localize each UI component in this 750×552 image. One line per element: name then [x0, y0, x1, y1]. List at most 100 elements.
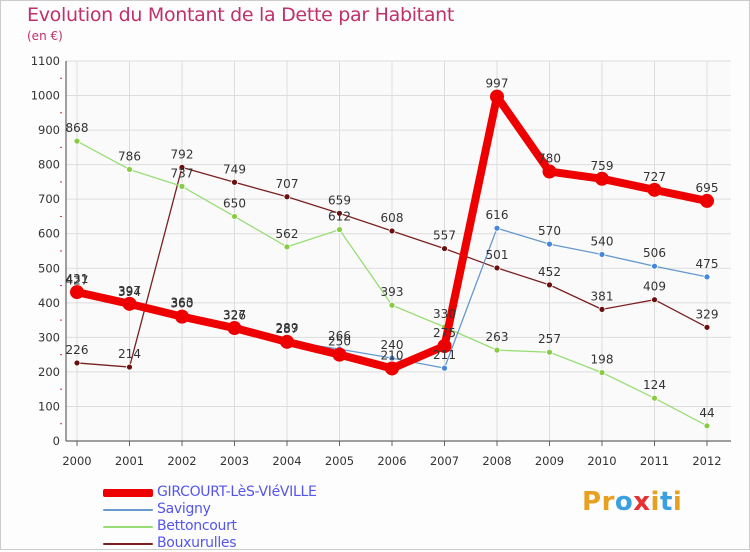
data-label-savigny: 326 — [223, 308, 246, 322]
x-tick-label: 2010 — [587, 454, 616, 468]
y-tick-label: 1000 — [31, 89, 60, 103]
x-tick-label: 2006 — [377, 454, 406, 468]
x-tick-label: 2012 — [692, 454, 721, 468]
data-point-savigny — [598, 251, 606, 258]
data-point-gircourt-l-s-vi-ville — [280, 334, 294, 349]
data-point-bouxurulles — [598, 305, 606, 313]
data-point-savigny — [651, 262, 658, 270]
data-label-savigny: 506 — [643, 246, 666, 260]
data-point-bettoncourt — [73, 137, 81, 145]
data-label-gircourt-l-s-vi-ville: 727 — [643, 170, 666, 184]
data-point-savigny — [493, 224, 501, 232]
legend-label: Savigny — [157, 501, 211, 517]
data-label-bettoncourt: 650 — [223, 196, 246, 210]
x-tick-label: 2005 — [325, 454, 354, 468]
data-label-gircourt-l-s-vi-ville: 997 — [486, 77, 509, 91]
x-tick-label: 2007 — [430, 454, 459, 468]
y-tick-label: 600 — [38, 227, 60, 241]
data-label-bouxurulles: 381 — [591, 289, 614, 303]
data-label-bettoncourt: 124 — [643, 378, 666, 392]
data-point-bouxurulles — [73, 359, 81, 367]
x-tick-label: 2001 — [115, 454, 144, 468]
data-label-bouxurulles: 749 — [223, 162, 246, 176]
logo-letter: i — [672, 487, 683, 517]
data-point-gircourt-l-s-vi-ville — [385, 361, 399, 376]
data-point-bouxurulles — [546, 281, 553, 289]
data-label-bouxurulles: 608 — [381, 211, 404, 225]
data-label-bettoncourt: 786 — [118, 149, 141, 163]
data-point-gircourt-l-s-vi-ville — [647, 182, 662, 197]
logo-letter: i — [650, 487, 660, 517]
legend-swatch — [103, 543, 153, 545]
data-label-gircourt-l-s-vi-ville: 287 — [276, 322, 299, 336]
data-label-savigny: 266 — [328, 329, 351, 343]
chart-title: Evolution du Montant de la Dette par Hab… — [27, 4, 455, 26]
x-tick-label: 2000 — [62, 454, 91, 468]
logo-letter: r — [601, 487, 615, 517]
data-label-savigny: 616 — [486, 208, 509, 222]
data-point-bouxurulles — [388, 227, 396, 235]
data-point-bettoncourt — [703, 422, 711, 430]
proxiti-logo: Proxiti — [582, 487, 682, 517]
data-label-bettoncourt: 330 — [433, 307, 456, 321]
data-label-gircourt-l-s-vi-ville: 431 — [66, 272, 89, 286]
legend-label: GIRCOURT-LèS-VIéVILLE — [157, 484, 317, 500]
data-label-bettoncourt: 868 — [66, 121, 89, 135]
data-label-gircourt-l-s-vi-ville: 780 — [538, 152, 561, 166]
data-label-gircourt-l-s-vi-ville: 695 — [696, 181, 719, 195]
legend-label: Bettoncourt — [157, 518, 237, 534]
data-label-bettoncourt: 263 — [486, 330, 509, 344]
logo-letter: x — [633, 487, 651, 517]
data-label-bouxurulles: 329 — [696, 307, 719, 321]
data-label-gircourt-l-s-vi-ville: 210 — [381, 348, 404, 362]
data-label-bettoncourt: 44 — [699, 406, 714, 420]
logo-letter: o — [614, 487, 634, 517]
y-tick-label: 100 — [38, 399, 60, 413]
data-point-gircourt-l-s-vi-ville — [542, 164, 557, 179]
data-point-gircourt-l-s-vi-ville — [595, 171, 609, 186]
data-point-bouxurulles — [493, 264, 501, 272]
data-point-bettoncourt — [178, 182, 186, 190]
data-point-gircourt-l-s-vi-ville — [490, 89, 504, 104]
data-label-gircourt-l-s-vi-ville: 397 — [118, 284, 141, 298]
y-tick-label: 200 — [38, 365, 60, 379]
x-tick-label: 2003 — [220, 454, 249, 468]
data-point-gircourt-l-s-vi-ville — [227, 321, 242, 336]
data-point-gircourt-l-s-vi-ville — [122, 296, 137, 311]
data-label-savigny: 540 — [591, 234, 614, 248]
data-label-savigny: 211 — [433, 348, 456, 362]
data-point-bettoncourt — [493, 346, 501, 354]
data-label-bettoncourt: 612 — [328, 210, 351, 224]
data-point-bouxurulles — [231, 178, 238, 186]
legend-swatch — [103, 526, 153, 528]
y-tick-label: 400 — [38, 296, 60, 310]
data-label-gircourt-l-s-vi-ville: 275 — [433, 326, 456, 340]
data-label-bouxurulles: 452 — [538, 265, 561, 279]
y-tick-label: 500 — [38, 261, 60, 275]
x-tick-label: 2008 — [482, 454, 511, 468]
data-point-savigny — [703, 273, 711, 281]
legend-label: Bouxurulles — [157, 535, 237, 551]
data-point-bouxurulles — [283, 193, 291, 201]
data-label-savigny: 394 — [118, 285, 141, 299]
data-label-savigny: 427 — [66, 273, 89, 287]
data-label-bettoncourt: 737 — [171, 166, 194, 180]
data-label-bouxurulles: 659 — [328, 193, 351, 207]
data-label-savigny: 363 — [171, 296, 194, 310]
data-point-bettoncourt — [126, 166, 133, 173]
plot-area — [66, 61, 731, 441]
legend-swatch — [103, 509, 153, 511]
data-point-bettoncourt — [651, 394, 658, 402]
data-label-bouxurulles: 409 — [643, 280, 666, 294]
data-label-bettoncourt: 562 — [276, 227, 299, 241]
data-label-gircourt-l-s-vi-ville: 327 — [223, 308, 246, 322]
data-label-bettoncourt: 257 — [538, 332, 561, 346]
y-tick-label: 0 — [53, 434, 60, 448]
data-label-bouxurulles: 557 — [433, 229, 456, 243]
logo-letter: P — [582, 487, 602, 517]
data-label-gircourt-l-s-vi-ville: 759 — [591, 159, 614, 173]
x-tick-label: 2009 — [535, 454, 564, 468]
data-point-bettoncourt — [388, 301, 396, 309]
data-point-gircourt-l-s-vi-ville — [175, 309, 189, 324]
